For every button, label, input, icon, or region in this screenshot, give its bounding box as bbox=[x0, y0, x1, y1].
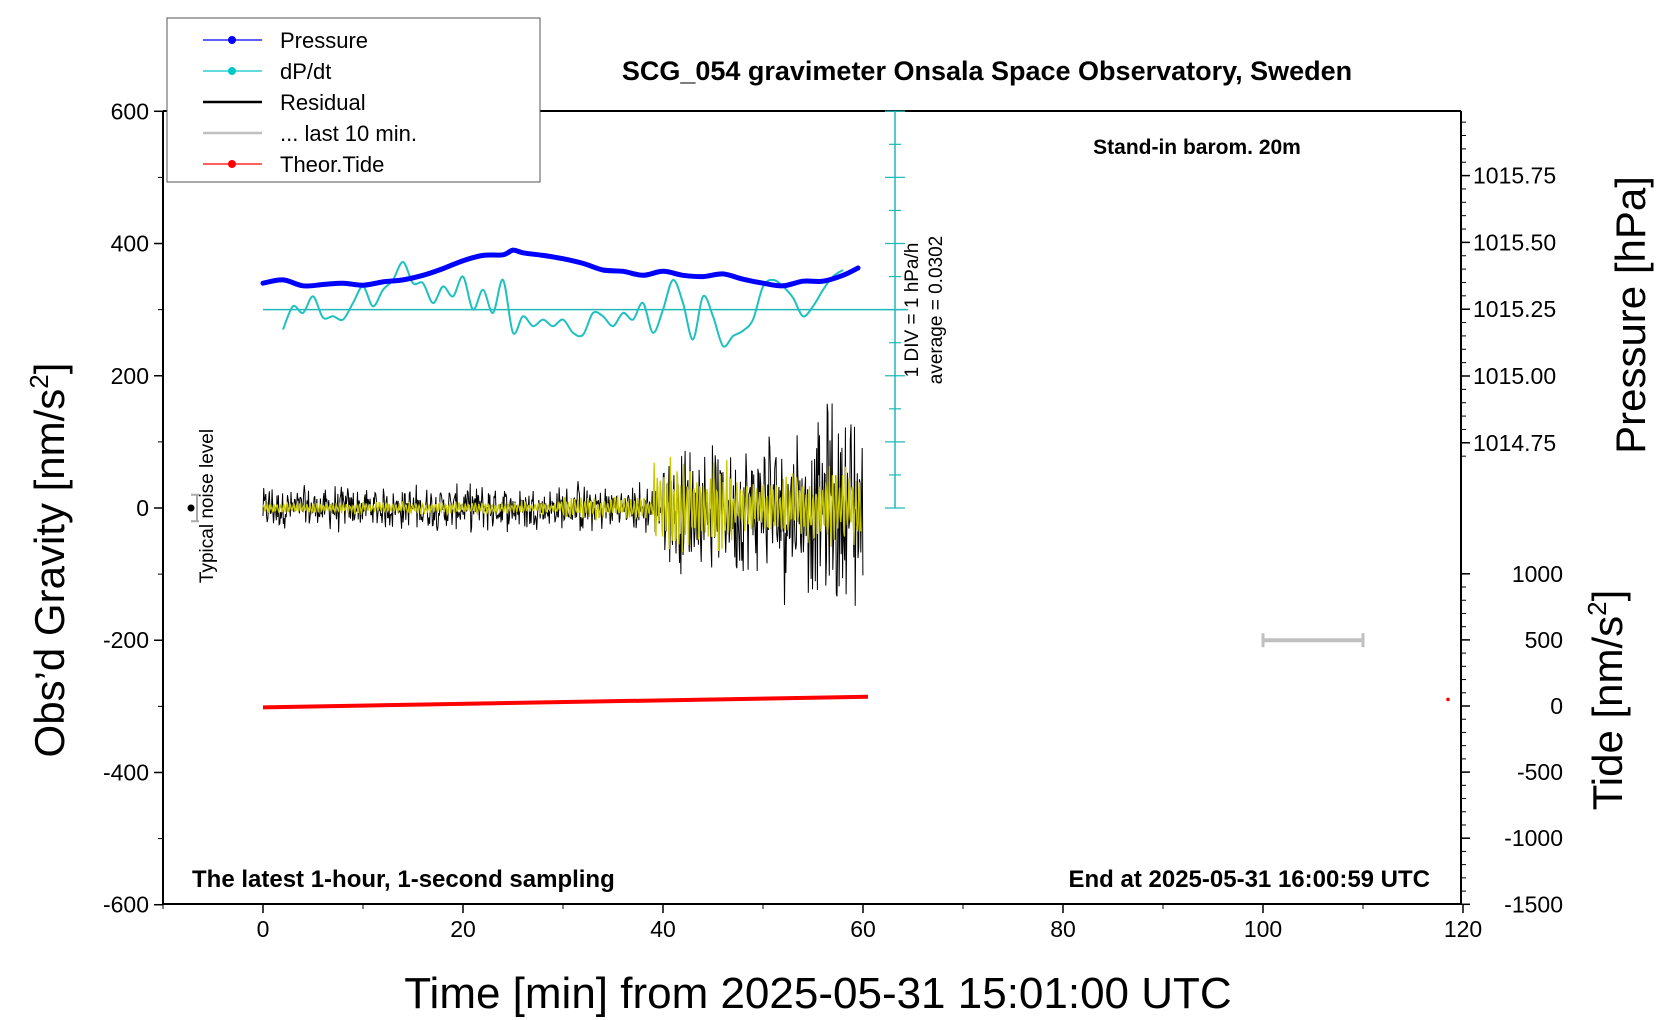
noise-level-label: Typical noise level bbox=[197, 429, 218, 583]
tide-axis-label: Tide [nm/s2] bbox=[1582, 590, 1631, 811]
dpdt-series-line bbox=[282, 261, 844, 348]
tide-tick-label: -500 bbox=[1517, 759, 1563, 785]
legend-label-4: Theor.Tide bbox=[280, 152, 384, 177]
y-left-tick-label: 600 bbox=[111, 98, 149, 124]
x-tick-label: 20 bbox=[450, 916, 476, 942]
noise-bar-dot bbox=[187, 504, 195, 512]
pressure-tick-label: 1015.50 bbox=[1473, 229, 1556, 255]
y-left-tick-label: 400 bbox=[111, 231, 149, 257]
tide-tick-label: 500 bbox=[1525, 627, 1563, 653]
x-tick-label: 120 bbox=[1444, 916, 1482, 942]
pressure-axis-label: Pressure [hPa] bbox=[1607, 176, 1654, 454]
x-axis-label: Time [min] from 2025-05-31 15:01:00 UTC bbox=[404, 969, 1231, 1018]
tide-tick-label: 1000 bbox=[1512, 561, 1563, 587]
pressure-tick-label: 1014.75 bbox=[1473, 430, 1556, 456]
legend-marker-1 bbox=[228, 67, 236, 75]
dpdt-scale-line2: average = 0.0302 bbox=[926, 236, 947, 384]
pressure-tick-label: 1015.25 bbox=[1473, 296, 1556, 322]
y-left-tick-label: -200 bbox=[103, 627, 149, 653]
y-left-tick-label: -400 bbox=[103, 759, 149, 785]
plot-area bbox=[187, 110, 1450, 710]
legend-label-0: Pressure bbox=[280, 28, 368, 53]
pressure-series-line bbox=[260, 247, 861, 289]
y-left-label-sup: 2 bbox=[24, 374, 54, 388]
legend-marker-0 bbox=[228, 36, 236, 44]
tide-label-end: ] bbox=[1584, 590, 1631, 602]
tide-label-main: Tide [nm/s bbox=[1584, 616, 1631, 811]
legend-marker-4 bbox=[228, 160, 236, 168]
y-left-tick-label: -600 bbox=[103, 892, 149, 918]
tide-tick-label: 0 bbox=[1550, 693, 1563, 719]
y-left-label-main: Obs’d Gravity [nm/s bbox=[26, 389, 73, 758]
legend: Pressure dP/dt Residual ... last 10 min. The… bbox=[166, 17, 541, 183]
ticks: 0 20 40 60 80 100 120 600 400 200 0 -200 -400 -600 101… bbox=[103, 98, 1563, 942]
legend-box bbox=[166, 17, 541, 183]
y-left-tick-label: 200 bbox=[111, 363, 149, 389]
pressure-tick-label: 1015.00 bbox=[1473, 363, 1556, 389]
x-tick-label: 80 bbox=[1050, 916, 1076, 942]
dpdt-scale-line1: 1 DIV = 1 hPa/h bbox=[902, 243, 923, 378]
x-tick-label: 100 bbox=[1244, 916, 1282, 942]
y-left-label-end: ] bbox=[26, 363, 73, 375]
tide-end-marker bbox=[1446, 697, 1450, 702]
theoretical-tide-line bbox=[262, 694, 869, 710]
legend-label-3: ... last 10 min. bbox=[280, 121, 417, 146]
tide-tick-label: -1000 bbox=[1504, 825, 1563, 851]
y-left-tick-label: 0 bbox=[136, 495, 149, 521]
x-tick-label: 60 bbox=[850, 916, 876, 942]
legend-label-1: dP/dt bbox=[280, 59, 331, 84]
legend-label-2: Residual bbox=[280, 90, 366, 115]
stand-in-barometer-note: Stand-in barom. 20m bbox=[1093, 136, 1301, 159]
tide-tick-label: -1500 bbox=[1504, 891, 1563, 917]
sampling-note: The latest 1-hour, 1-second sampling bbox=[192, 866, 615, 893]
pressure-tick-label: 1015.75 bbox=[1473, 163, 1556, 189]
y-left-axis-label: Obs’d Gravity [nm/s2] bbox=[24, 363, 73, 758]
residual-series-line bbox=[262, 403, 864, 606]
tide-label-sup: 2 bbox=[1582, 601, 1612, 615]
chart-title: SCG_054 gravimeter Onsala Space Observat… bbox=[622, 56, 1352, 86]
smoothed-residual-line bbox=[262, 456, 862, 553]
end-time-note: End at 2025-05-31 16:00:59 UTC bbox=[1069, 866, 1431, 893]
x-tick-label: 0 bbox=[257, 916, 270, 942]
x-tick-label: 40 bbox=[650, 916, 676, 942]
